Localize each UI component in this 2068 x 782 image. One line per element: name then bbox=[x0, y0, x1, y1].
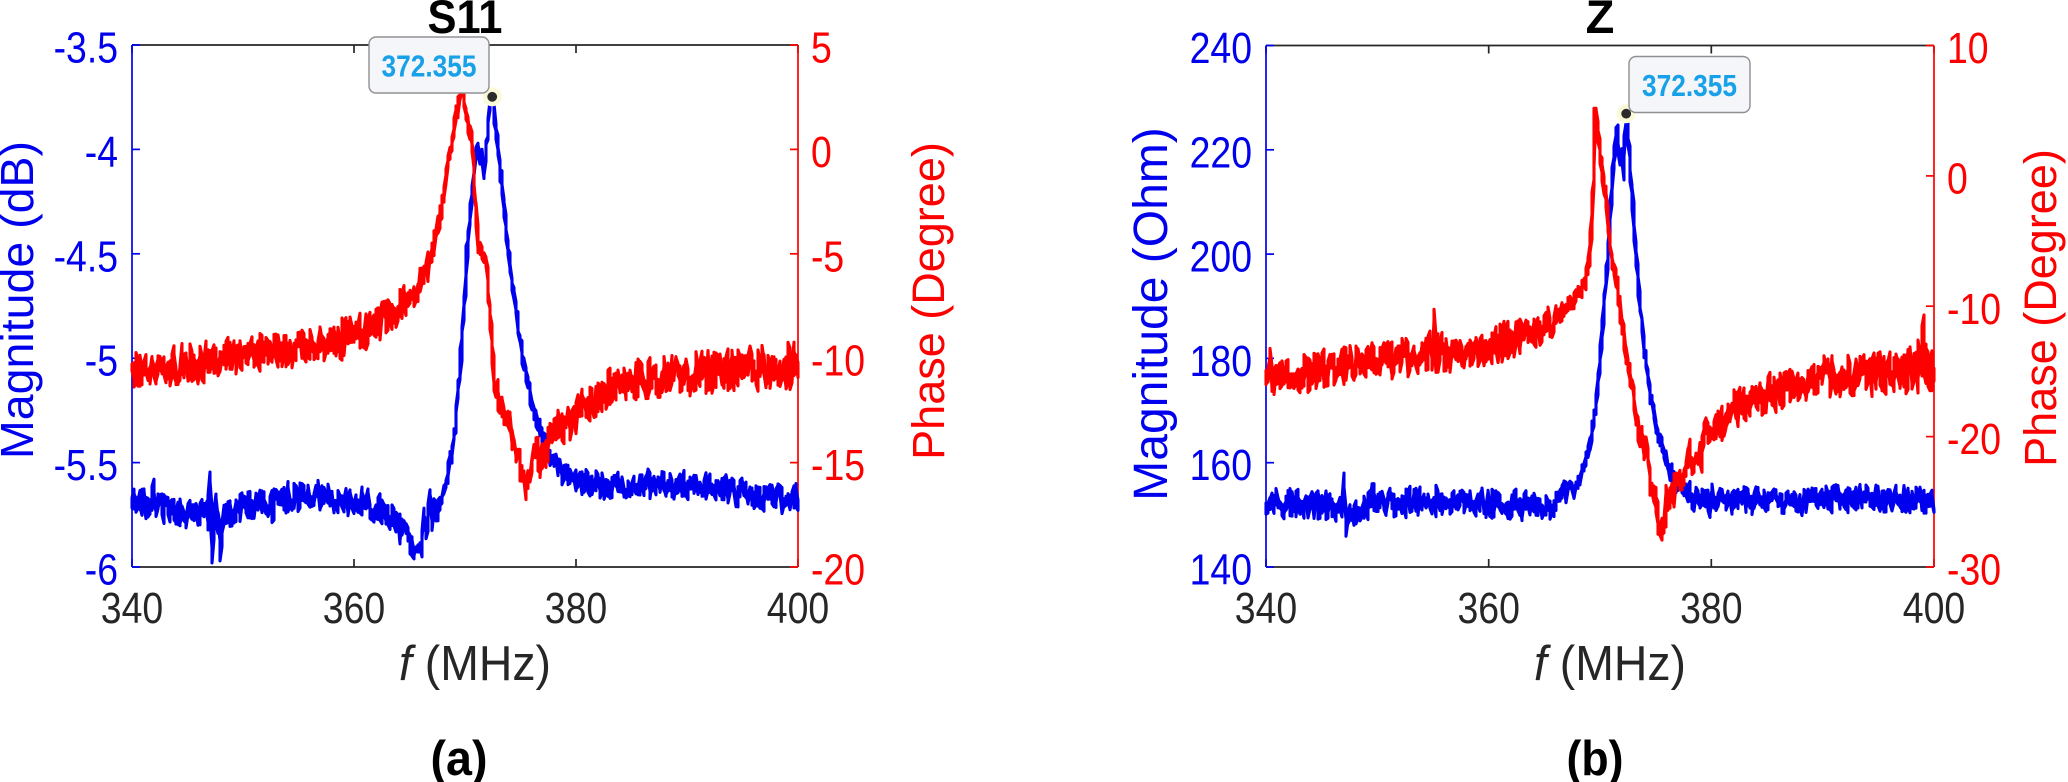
svg-text:380: 380 bbox=[545, 584, 607, 633]
svg-text:(b): (b) bbox=[1567, 732, 1624, 782]
svg-text:372.355: 372.355 bbox=[382, 50, 477, 84]
svg-text:S11: S11 bbox=[428, 0, 503, 43]
svg-text:f (MHz): f (MHz) bbox=[399, 636, 551, 691]
svg-text:180: 180 bbox=[1190, 337, 1252, 386]
svg-text:Magnitude (dB): Magnitude (dB) bbox=[0, 141, 43, 459]
svg-text:Z: Z bbox=[1586, 0, 1615, 43]
svg-text:-4: -4 bbox=[85, 128, 118, 177]
svg-text:-5: -5 bbox=[811, 232, 844, 281]
svg-text:372.355: 372.355 bbox=[1642, 69, 1737, 103]
svg-text:-5.5: -5.5 bbox=[54, 441, 118, 490]
svg-text:200: 200 bbox=[1190, 233, 1252, 282]
svg-text:-10: -10 bbox=[811, 337, 865, 386]
svg-text:-10: -10 bbox=[1947, 285, 2001, 334]
svg-text:400: 400 bbox=[1903, 584, 1965, 633]
svg-text:Phase (Degree): Phase (Degree) bbox=[903, 142, 954, 460]
svg-text:-20: -20 bbox=[811, 546, 865, 595]
svg-text:-4.5: -4.5 bbox=[54, 232, 118, 281]
svg-text:0: 0 bbox=[1947, 154, 1968, 203]
svg-text:220: 220 bbox=[1190, 128, 1252, 177]
svg-text:340: 340 bbox=[101, 584, 163, 633]
svg-text:-5: -5 bbox=[85, 337, 118, 386]
svg-text:360: 360 bbox=[1458, 584, 1520, 633]
svg-text:Magnitude (Ohm): Magnitude (Ohm) bbox=[1125, 127, 1178, 500]
svg-text:360: 360 bbox=[323, 584, 385, 633]
svg-text:-20: -20 bbox=[1947, 415, 2001, 464]
svg-text:-6: -6 bbox=[85, 546, 118, 595]
svg-text:f (MHz): f (MHz) bbox=[1534, 636, 1686, 691]
svg-text:400: 400 bbox=[767, 584, 829, 633]
svg-text:160: 160 bbox=[1190, 441, 1252, 490]
svg-text:5: 5 bbox=[811, 24, 832, 73]
svg-text:-15: -15 bbox=[811, 441, 865, 490]
svg-text:-3.5: -3.5 bbox=[54, 24, 118, 73]
svg-text:240: 240 bbox=[1190, 24, 1252, 73]
svg-text:-30: -30 bbox=[1947, 546, 2001, 595]
svg-text:140: 140 bbox=[1190, 546, 1252, 595]
svg-text:10: 10 bbox=[1947, 24, 1989, 73]
svg-text:340: 340 bbox=[1235, 584, 1297, 633]
svg-text:380: 380 bbox=[1680, 584, 1742, 633]
svg-text:Phase (Degree): Phase (Degree) bbox=[2015, 149, 2066, 467]
svg-text:0: 0 bbox=[811, 128, 832, 177]
svg-text:(a): (a) bbox=[431, 732, 488, 782]
